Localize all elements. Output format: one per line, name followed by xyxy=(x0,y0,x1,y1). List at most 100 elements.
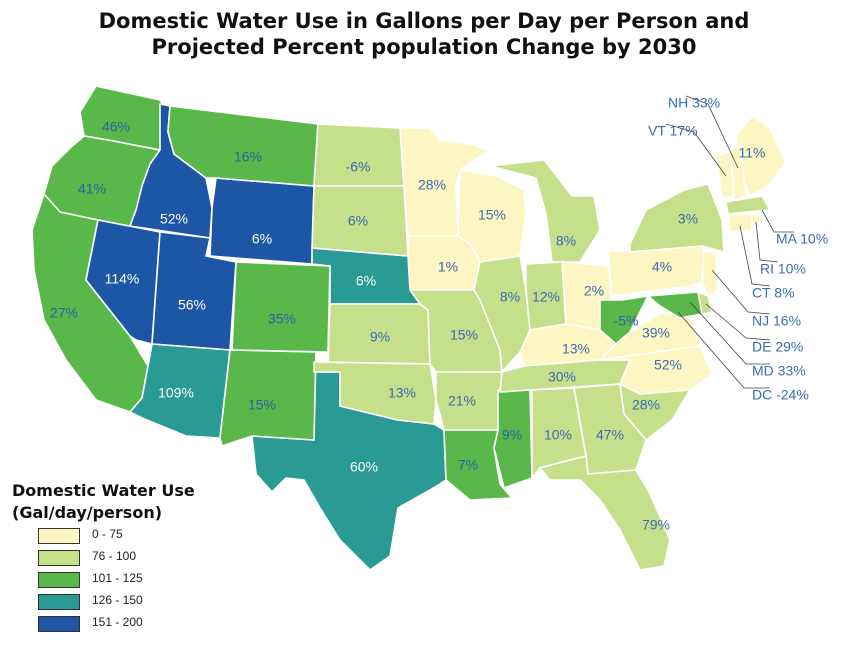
state-label-id: 52% xyxy=(160,211,188,227)
state-label-mn: 28% xyxy=(418,177,446,193)
state-label-la: 7% xyxy=(458,457,478,473)
callout-label-vt: VT 17% xyxy=(648,123,698,139)
state-ok xyxy=(313,361,437,425)
legend-swatch xyxy=(38,616,80,632)
legend-swatch xyxy=(38,528,80,544)
state-nm xyxy=(219,349,317,447)
state-label-tx: 60% xyxy=(350,459,378,475)
callout-label-de: DE 29% xyxy=(752,339,803,355)
leader-line-ri xyxy=(755,221,779,263)
callout-label-md: MD 33% xyxy=(752,363,806,379)
state-label-ut: 56% xyxy=(178,297,206,313)
state-label-nv: 114% xyxy=(105,271,140,287)
state-label-ne: 6% xyxy=(356,273,376,289)
state-label-il: 8% xyxy=(500,289,520,305)
state-label-or: 41% xyxy=(78,181,106,197)
state-label-wy: 6% xyxy=(252,231,272,247)
leader-line-ma xyxy=(761,209,794,233)
state-nj xyxy=(701,251,719,297)
state-label-ok: 13% xyxy=(388,385,416,401)
legend-item: 101 - 125 xyxy=(12,570,212,590)
leader-line-nh xyxy=(685,95,739,169)
state-ny xyxy=(629,183,725,253)
state-label-me: 11% xyxy=(739,145,766,161)
title-line-1: Domestic Water Use in Gallons per Day pe… xyxy=(98,9,750,33)
state-label-az: 109% xyxy=(158,385,194,401)
state-fl xyxy=(539,455,671,571)
legend-swatch xyxy=(38,572,80,588)
legend: Domestic Water Use (Gal/day/person) 0 - … xyxy=(12,480,212,634)
legend-title-line-2: (Gal/day/person) xyxy=(12,503,163,522)
state-label-mi: 8% xyxy=(556,233,576,249)
state-label-va: 39% xyxy=(642,325,670,341)
state-label-wv: -5% xyxy=(614,313,639,329)
state-label-ar: 21% xyxy=(448,393,476,409)
state-ct xyxy=(727,213,753,233)
callout-labels: NH 33% VT 17% MA 10% RI 10% CT 8% NJ 16% DE 29… xyxy=(648,95,828,403)
state-labels: 46% 41% 27% 52% 114% 56% 6% 109% 6% 60% 16% 35% 15% -… xyxy=(50,119,766,533)
state-label-ks: 9% xyxy=(370,329,390,345)
legend-item: 151 - 200 xyxy=(12,614,212,634)
legend-title-line-1: Domestic Water Use xyxy=(12,481,195,500)
state-label-mt: 16% xyxy=(234,149,262,165)
callout-label-nh: NH 33% xyxy=(668,95,720,111)
state-label-ny: 3% xyxy=(678,211,698,227)
state-label-wa: 46% xyxy=(102,119,130,135)
legend-label: 126 - 150 xyxy=(92,593,143,607)
callout-leader-lines xyxy=(665,95,794,389)
leader-line-vt xyxy=(665,123,727,177)
leader-line-de xyxy=(705,303,771,341)
map-title: Domestic Water Use in Gallons per Day pe… xyxy=(0,8,848,60)
state-label-al: 10% xyxy=(544,427,572,443)
callout-label-dc: DC -24% xyxy=(752,387,809,403)
legend-label: 101 - 125 xyxy=(92,571,143,585)
callout-label-ct: CT 8% xyxy=(752,285,795,301)
state-co xyxy=(231,261,331,353)
legend-item: 126 - 150 xyxy=(12,592,212,612)
leader-line-nj xyxy=(711,269,771,315)
legend-swatch xyxy=(38,594,80,610)
leader-line-md xyxy=(689,301,770,365)
state-shapes xyxy=(31,85,787,571)
legend-swatch xyxy=(38,550,80,566)
state-label-tn: 30% xyxy=(548,369,576,385)
state-label-ia: 1% xyxy=(438,259,458,275)
state-label-nm: 15% xyxy=(248,397,276,413)
legend-item: 76 - 100 xyxy=(12,548,212,568)
state-label-ga: 47% xyxy=(596,427,624,443)
legend-label: 151 - 200 xyxy=(92,615,143,629)
legend-rows: 0 - 75 76 - 100 101 - 125 126 - 150 151 - 20… xyxy=(12,526,212,634)
state-label-sd: 6% xyxy=(348,213,368,229)
state-ma xyxy=(725,195,771,215)
callout-label-ma: MA 10% xyxy=(776,231,828,247)
state-mi xyxy=(489,159,601,263)
state-label-nd: -6% xyxy=(346,159,371,175)
state-label-ms: 9% xyxy=(502,427,522,443)
callout-label-nj: NJ 16% xyxy=(752,313,801,329)
state-label-mo: 15% xyxy=(450,327,478,343)
state-label-co: 35% xyxy=(268,311,296,327)
leader-line-dc xyxy=(677,311,770,389)
state-label-ca: 27% xyxy=(50,305,78,321)
state-label-in: 12% xyxy=(532,289,560,305)
state-md xyxy=(647,291,703,319)
legend-label: 76 - 100 xyxy=(92,549,137,563)
state-label-pa: 4% xyxy=(652,259,672,275)
state-label-wi: 15% xyxy=(478,207,506,223)
state-il xyxy=(473,255,531,373)
state-label-oh: 2% xyxy=(584,283,604,299)
small-state-shapes xyxy=(647,145,771,319)
state-label-nc: 52% xyxy=(654,357,682,373)
state-label-fl: 79% xyxy=(642,517,670,533)
state-nd xyxy=(313,123,405,187)
state-label-sc: 28% xyxy=(632,397,660,413)
state-label-ky: 13% xyxy=(562,341,590,357)
title-line-2: Projected Percent population Change by 2… xyxy=(151,35,697,59)
leader-line-ct xyxy=(739,225,771,287)
legend-label: 0 - 75 xyxy=(92,527,123,541)
legend-item: 0 - 75 xyxy=(12,526,212,546)
state-wy xyxy=(209,177,315,265)
legend-title: Domestic Water Use (Gal/day/person) xyxy=(12,480,212,524)
callout-label-ri: RI 10% xyxy=(760,261,806,277)
